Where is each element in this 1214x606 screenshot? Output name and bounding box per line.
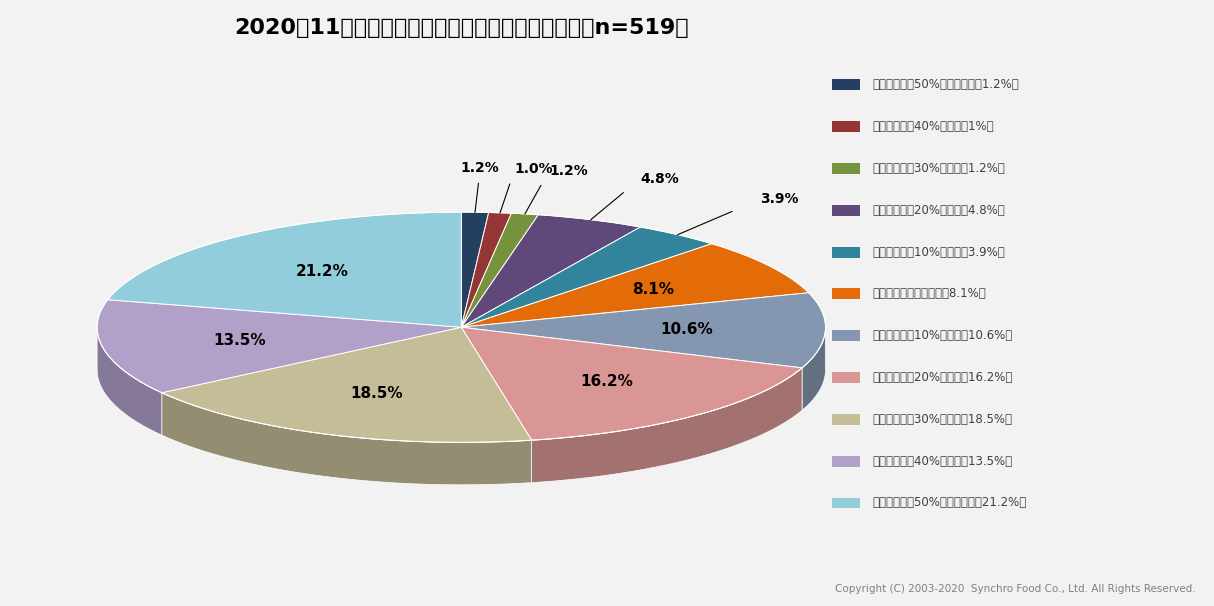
Text: 18.5%: 18.5%: [350, 386, 403, 401]
Text: 前年同月より30%減った（18.5%）: 前年同月より30%減った（18.5%）: [872, 413, 1012, 426]
Text: 前年同月より20%減った（16.2%）: 前年同月より20%減った（16.2%）: [872, 371, 1012, 384]
Polygon shape: [461, 227, 711, 327]
Bar: [832, 205, 860, 216]
Polygon shape: [802, 328, 826, 410]
Polygon shape: [461, 213, 538, 327]
Polygon shape: [461, 327, 802, 440]
Bar: [832, 247, 860, 258]
Text: 前年同月と変わらない（8.1%）: 前年同月と変わらない（8.1%）: [872, 287, 986, 301]
Polygon shape: [97, 328, 161, 435]
Text: 前年同月より40%減った（13.5%）: 前年同月より40%減った（13.5%）: [872, 454, 1012, 468]
Text: 前年同月より40%増えた（1%）: 前年同月より40%増えた（1%）: [872, 120, 994, 133]
Bar: [832, 121, 860, 132]
Polygon shape: [461, 244, 809, 327]
Bar: [832, 163, 860, 174]
Text: 前年同月より30%増えた（1.2%）: 前年同月より30%増えた（1.2%）: [872, 162, 1005, 175]
Bar: [832, 498, 860, 508]
Bar: [832, 372, 860, 383]
Bar: [832, 414, 860, 425]
Text: 16.2%: 16.2%: [580, 375, 634, 389]
Bar: [832, 330, 860, 341]
Text: 前年同月より10%減った（10.6%）: 前年同月より10%減った（10.6%）: [872, 329, 1012, 342]
Polygon shape: [161, 327, 532, 442]
Text: 8.1%: 8.1%: [631, 282, 674, 297]
Text: 2020年11月の売上の昨年対比をお答えください。（n=519）: 2020年11月の売上の昨年対比をお答えください。（n=519）: [234, 18, 688, 38]
Text: 前年同月より50%以上減った（21.2%）: 前年同月より50%以上減った（21.2%）: [872, 496, 1026, 510]
Text: 1.2%: 1.2%: [549, 164, 588, 178]
Text: 前年同月より10%増えた（3.9%）: 前年同月より10%増えた（3.9%）: [872, 245, 1005, 259]
Text: 1.0%: 1.0%: [515, 162, 554, 176]
Bar: [832, 79, 860, 90]
Polygon shape: [108, 212, 461, 327]
Text: 前年同月より20%増えた（4.8%）: 前年同月より20%増えた（4.8%）: [872, 204, 1005, 217]
Text: 13.5%: 13.5%: [212, 333, 266, 348]
Polygon shape: [161, 393, 532, 485]
Polygon shape: [461, 215, 641, 327]
Text: 1.2%: 1.2%: [461, 161, 500, 176]
Polygon shape: [461, 213, 511, 327]
Text: Copyright (C) 2003-2020  Synchro Food Co., Ltd. All Rights Reserved.: Copyright (C) 2003-2020 Synchro Food Co.…: [835, 584, 1196, 594]
Text: 3.9%: 3.9%: [760, 193, 799, 207]
Polygon shape: [97, 300, 461, 393]
Bar: [832, 288, 860, 299]
Text: 21.2%: 21.2%: [295, 264, 348, 279]
Polygon shape: [461, 293, 826, 368]
Polygon shape: [532, 368, 802, 482]
Polygon shape: [461, 212, 489, 327]
Text: 前年同月より50%以上増えた（1.2%）: 前年同月より50%以上増えた（1.2%）: [872, 78, 1019, 92]
Bar: [832, 456, 860, 467]
Text: 4.8%: 4.8%: [640, 171, 679, 186]
Text: 10.6%: 10.6%: [660, 322, 714, 337]
